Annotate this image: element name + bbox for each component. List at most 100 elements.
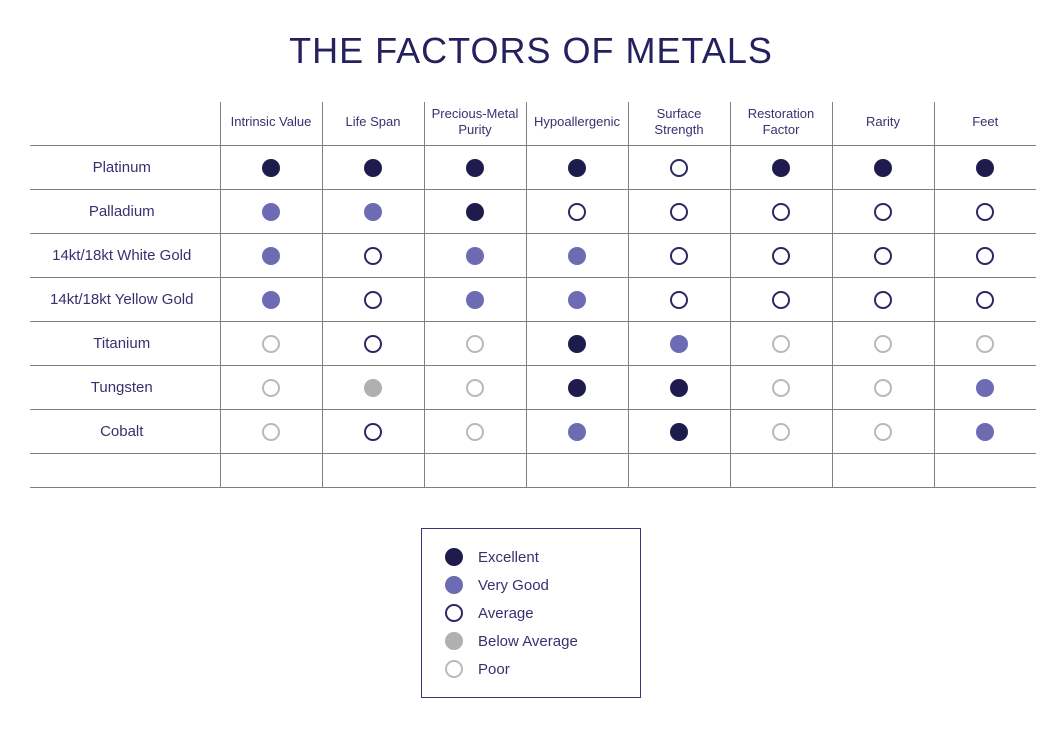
table-cell (934, 322, 1036, 366)
rating-dot-poor (874, 379, 892, 397)
table-cell (526, 322, 628, 366)
rating-dot-poor (466, 379, 484, 397)
table-row: Tungsten (30, 366, 1036, 410)
legend-item: Below Average (444, 627, 618, 655)
table-cell (322, 410, 424, 454)
table-cell (526, 410, 628, 454)
table-cell (730, 454, 832, 488)
table-cell (934, 410, 1036, 454)
table-cell (730, 410, 832, 454)
table-cell (934, 366, 1036, 410)
table-cell (526, 234, 628, 278)
rating-dot-poor (262, 379, 280, 397)
legend-swatch (444, 632, 464, 650)
row-label: 14kt/18kt Yellow Gold (30, 278, 220, 322)
rating-dot-very_good (976, 423, 994, 441)
rating-dot-average (874, 247, 892, 265)
rating-dot-very_good (568, 423, 586, 441)
table-cell (526, 278, 628, 322)
row-label: Titanium (30, 322, 220, 366)
rating-dot-average (874, 203, 892, 221)
rating-dot-poor (772, 423, 790, 441)
table-cell (628, 190, 730, 234)
rating-dot-excellent (976, 159, 994, 177)
table-cell (832, 278, 934, 322)
rating-dot-average (364, 247, 382, 265)
rating-dot-average (670, 247, 688, 265)
legend-swatch (444, 548, 464, 566)
table-cell (526, 190, 628, 234)
rating-dot-average (568, 203, 586, 221)
table-row: Cobalt (30, 410, 1036, 454)
column-header: Intrinsic Value (220, 102, 322, 146)
rating-dot-very_good (466, 247, 484, 265)
table-cell (322, 454, 424, 488)
table-row: Titanium (30, 322, 1036, 366)
column-header: Surface Strength (628, 102, 730, 146)
rating-dot-poor (466, 423, 484, 441)
table-cell (730, 278, 832, 322)
table-cell (424, 322, 526, 366)
rating-dot-excellent (670, 379, 688, 397)
column-header: Precious-Metal Purity (424, 102, 526, 146)
rating-dot-excellent (445, 548, 463, 566)
page-title: THE FACTORS OF METALS (30, 30, 1032, 72)
table-cell (424, 410, 526, 454)
rating-dot-excellent (874, 159, 892, 177)
table-cell (526, 366, 628, 410)
table-cell (934, 278, 1036, 322)
rating-dot-average (976, 203, 994, 221)
table-cell (220, 322, 322, 366)
rating-dot-very_good (262, 247, 280, 265)
rating-dot-average (976, 291, 994, 309)
column-header: Life Span (322, 102, 424, 146)
legend-swatch (444, 604, 464, 622)
rating-dot-excellent (568, 335, 586, 353)
table-cell (322, 190, 424, 234)
table-cell (220, 278, 322, 322)
rating-dot-poor (262, 423, 280, 441)
table-cell (934, 190, 1036, 234)
table-cell (832, 146, 934, 190)
table-cell (424, 146, 526, 190)
rating-dot-poor (466, 335, 484, 353)
column-header: Feet (934, 102, 1036, 146)
table-cell (424, 278, 526, 322)
rating-dot-average (772, 247, 790, 265)
table-row: 14kt/18kt White Gold (30, 234, 1036, 278)
legend-item: Average (444, 599, 618, 627)
table-cell (322, 366, 424, 410)
row-label: Palladium (30, 190, 220, 234)
rating-dot-poor (874, 335, 892, 353)
metals-comparison-table: Intrinsic ValueLife SpanPrecious-Metal P… (30, 102, 1036, 488)
legend-swatch (444, 576, 464, 594)
table-cell (322, 322, 424, 366)
table-cell (934, 234, 1036, 278)
table-cell (832, 366, 934, 410)
table-cell (832, 190, 934, 234)
table-cell (424, 454, 526, 488)
rating-dot-poor (262, 335, 280, 353)
rating-dot-average (670, 159, 688, 177)
table-corner (30, 102, 220, 146)
table-cell (832, 410, 934, 454)
rating-dot-excellent (568, 159, 586, 177)
table-cell (220, 234, 322, 278)
rating-dot-excellent (466, 159, 484, 177)
table-cell (424, 190, 526, 234)
legend-label: Poor (478, 661, 510, 678)
rating-dot-average (670, 291, 688, 309)
rating-dot-very_good (670, 335, 688, 353)
table-row: Platinum (30, 146, 1036, 190)
table-cell (730, 190, 832, 234)
row-label: Platinum (30, 146, 220, 190)
rating-dot-average (364, 335, 382, 353)
legend-item: Very Good (444, 571, 618, 599)
table-cell (730, 322, 832, 366)
table-cell (628, 322, 730, 366)
table-cell (526, 454, 628, 488)
rating-dot-poor (445, 660, 463, 678)
rating-dot-poor (772, 379, 790, 397)
rating-dot-very_good (568, 247, 586, 265)
rating-dot-excellent (262, 159, 280, 177)
